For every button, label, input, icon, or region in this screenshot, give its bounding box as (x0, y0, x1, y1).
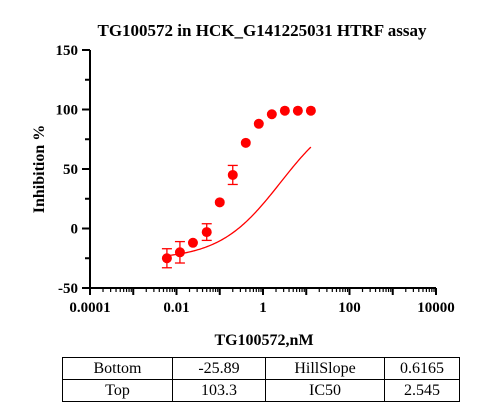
y-tick-label: 0 (71, 222, 79, 238)
data-point-group (201, 223, 212, 242)
data-point-group (253, 118, 264, 129)
x-tick-label: 0.01 (163, 300, 189, 316)
params-row: Top 103.3 IC50 2.545 (62, 379, 460, 402)
y-tick-label: 100 (56, 103, 79, 119)
params-table: Bottom -25.89 HillSlope 0.6165 Top 103.3… (62, 357, 460, 402)
param-value-hillslope: 0.6165 (384, 357, 460, 380)
data-point (292, 105, 303, 116)
data-point (161, 253, 172, 264)
data-point (266, 109, 277, 120)
param-label-bottom: Bottom (62, 357, 173, 380)
data-point-group (174, 240, 185, 264)
data-point (279, 105, 290, 116)
data-marks-layer (161, 105, 316, 269)
data-point-group (240, 137, 251, 148)
axes: -50 0 50 100 150 0.0001 0.01 1 100 10000 (56, 43, 455, 316)
x-axis-title: TG100572,nM (214, 332, 313, 349)
data-point (174, 247, 185, 258)
data-point-group (227, 164, 238, 186)
data-point (187, 237, 198, 248)
param-value-bottom: -25.89 (172, 357, 266, 380)
fit-curve (166, 146, 312, 257)
data-point (214, 197, 225, 208)
param-label-top: Top (62, 379, 173, 402)
param-value-top: 103.3 (172, 379, 266, 402)
data-point-group (266, 109, 277, 120)
data-point (240, 137, 251, 148)
params-row: Bottom -25.89 HillSlope 0.6165 (62, 357, 460, 380)
data-point-group (187, 237, 198, 248)
data-point (305, 105, 316, 116)
param-label-hillslope: HillSlope (265, 357, 385, 380)
y-tick-label: 150 (56, 43, 79, 59)
chart-title: TG100572 in HCK_G141225031 HTRF assay (97, 21, 427, 40)
fit-curve-layer (166, 146, 312, 257)
param-value-ic50: 2.545 (384, 379, 460, 402)
data-point (201, 227, 212, 238)
y-axis-title: Inhibition % (31, 125, 48, 213)
data-point-group (305, 105, 316, 116)
data-point-group (161, 248, 172, 269)
x-tick-label: 0.0001 (69, 300, 110, 316)
data-point (253, 118, 264, 129)
param-label-ic50: IC50 (265, 379, 385, 402)
data-point-group (214, 197, 225, 208)
data-point-group (279, 105, 290, 116)
y-tick-label: 50 (63, 162, 78, 178)
x-tick-label: 10000 (417, 300, 455, 316)
x-tick-label: 100 (338, 300, 361, 316)
data-point (227, 169, 238, 180)
data-point-group (292, 105, 303, 116)
y-tick-label: -50 (58, 281, 78, 297)
chart: TG100572 in HCK_G141225031 HTRF assay In… (31, 21, 455, 349)
x-tick-label: 1 (259, 300, 267, 316)
